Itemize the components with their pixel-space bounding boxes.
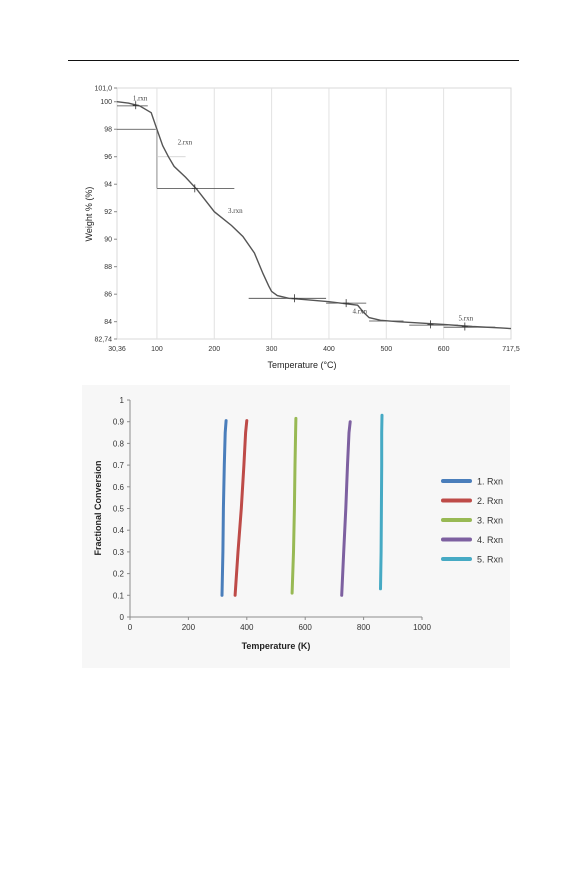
y-tick-label: 88 xyxy=(104,264,112,271)
legend-label: 4. Rxn xyxy=(477,535,503,545)
y-tick-label: 0.5 xyxy=(113,505,125,514)
reaction-annotation: 5.rxn xyxy=(459,314,474,322)
x-tick-label: 400 xyxy=(240,623,254,632)
series-line xyxy=(290,416,298,595)
x-tick-label: 300 xyxy=(266,346,278,353)
reaction-annotation: 4.rxn xyxy=(352,307,367,315)
y-tick-label: 98 xyxy=(104,127,112,134)
x-tick-label: 200 xyxy=(208,346,220,353)
legend-label: 5. Rxn xyxy=(477,555,503,565)
y-tick-label: 0 xyxy=(120,613,125,622)
reaction-annotation: 3.rxn xyxy=(228,207,243,215)
x-tick-label: 30,36 xyxy=(108,346,126,353)
reaction-annotation: 1.rxn xyxy=(133,94,148,102)
y-tick-label: 94 xyxy=(104,182,112,189)
y-tick-label: 0.4 xyxy=(113,526,125,535)
y-tick-label: 0.3 xyxy=(113,548,125,557)
x-axis-title: Temperature (K) xyxy=(242,641,311,651)
legend-label: 1. Rxn xyxy=(477,477,503,487)
y-tick-label: 101,0 xyxy=(94,86,112,93)
series-line xyxy=(220,419,228,597)
y-tick-label: 100 xyxy=(100,99,112,106)
y-tick-label: 92 xyxy=(104,209,112,216)
x-tick-label: 0 xyxy=(128,623,133,632)
y-axis-title: Weight % (%) xyxy=(84,187,94,242)
series-line xyxy=(233,419,249,597)
x-tick-label: 600 xyxy=(299,623,313,632)
reaction-annotation: 2.rxn xyxy=(178,138,193,146)
y-tick-label: 1 xyxy=(120,396,125,405)
y-tick-label: 96 xyxy=(104,154,112,161)
y-tick-label: 0.6 xyxy=(113,483,125,492)
x-tick-label: 1000 xyxy=(413,623,431,632)
y-tick-label: 0.9 xyxy=(113,418,125,427)
series-line xyxy=(379,413,384,591)
y-tick-label: 0.1 xyxy=(113,591,125,600)
series-line xyxy=(340,420,352,597)
legend-label: 3. Rxn xyxy=(477,516,503,526)
x-tick-label: 800 xyxy=(357,623,371,632)
y-tick-label: 82,74 xyxy=(94,337,112,344)
x-tick-label: 400 xyxy=(323,346,335,353)
y-axis-title: Fractional Conversion xyxy=(93,460,103,555)
header-rule xyxy=(68,60,519,61)
x-tick-label: 500 xyxy=(380,346,392,353)
x-tick-label: 100 xyxy=(151,346,163,353)
y-tick-label: 0.7 xyxy=(113,461,125,470)
weight-curve xyxy=(116,101,512,330)
legend-label: 2. Rxn xyxy=(477,496,503,506)
x-tick-label: 200 xyxy=(182,623,196,632)
y-tick-label: 0.2 xyxy=(113,570,125,579)
y-tick-label: 86 xyxy=(104,292,112,299)
y-tick-label: 90 xyxy=(104,237,112,244)
x-tick-label: 600 xyxy=(438,346,450,353)
y-tick-label: 84 xyxy=(104,319,112,326)
plot-area xyxy=(116,87,512,340)
y-tick-label: 0.8 xyxy=(113,439,125,448)
tga-chart: 30,36 100 200 300 400 500 600 717,5 82,74 84 86 88 9… xyxy=(84,86,520,371)
x-tick-label: 717,5 xyxy=(502,346,520,353)
x-axis-title: Temperature (°C) xyxy=(267,360,336,370)
